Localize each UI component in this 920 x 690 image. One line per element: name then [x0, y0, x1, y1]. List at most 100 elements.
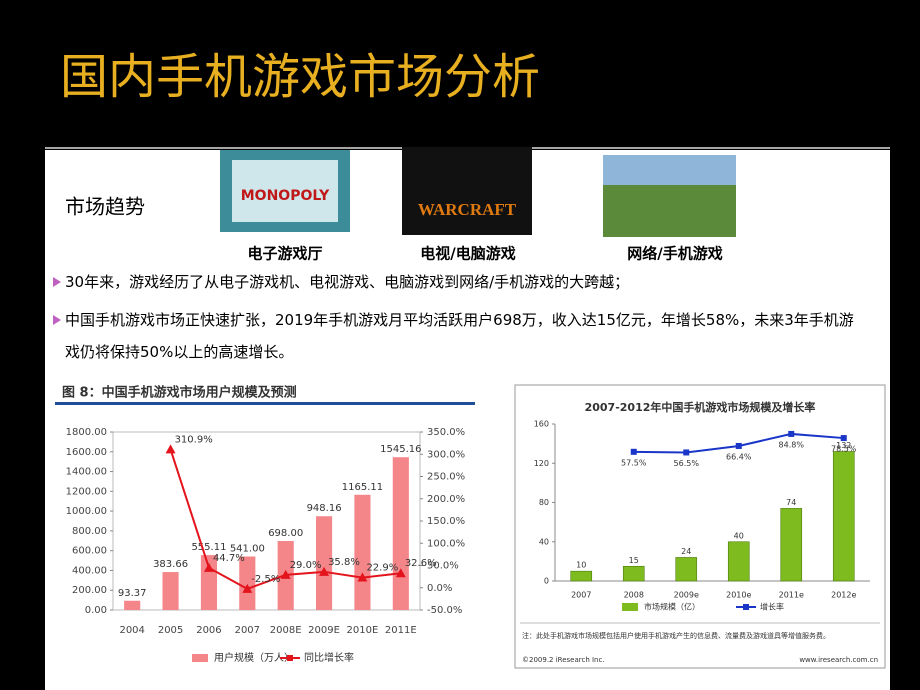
x-tick-label: 2008E: [270, 625, 302, 636]
line-marker: [242, 583, 253, 593]
y-tick-label: 1800.00: [66, 427, 107, 438]
y2-tick-label: -50.0%: [427, 605, 462, 616]
chart-website: www.iresearch.com.cn: [799, 656, 878, 664]
legend-label: 市场规模（亿）: [644, 602, 700, 612]
line-value-label: -2.5%: [251, 574, 280, 585]
chart-title-rule: [55, 402, 475, 405]
y-tick-label: 160: [534, 420, 549, 429]
x-tick-label: 2005: [158, 625, 183, 636]
chart-source: ©2009.2 iResearch Inc.: [522, 656, 605, 664]
x-tick-label: 2011E: [385, 625, 417, 636]
header-band: [0, 0, 920, 145]
bar-value-label: 132: [836, 441, 851, 450]
bar: [392, 457, 409, 610]
y-tick-label: 1600.00: [66, 447, 107, 458]
bar: [675, 557, 698, 582]
bar-value-label: 698.00: [268, 528, 303, 539]
x-tick-label: 2004: [119, 625, 144, 636]
bar: [727, 541, 750, 582]
x-tick-label: 2007: [571, 591, 591, 600]
y2-tick-label: 50.0%: [427, 561, 459, 572]
bullet: 30年来，游戏经历了从电子游戏机、电视游戏、电脑游戏到网络/手机游戏的大跨越；: [53, 266, 860, 298]
y2-tick-label: 0.0%: [427, 583, 452, 594]
image-logo: WARCRAFT: [418, 200, 517, 219]
bar: [316, 516, 333, 610]
line-marker: [395, 568, 406, 578]
y-tick-label: 200.00: [72, 585, 107, 596]
bar: [780, 508, 803, 582]
bullet-text: 30年来，游戏经历了从电子游戏机、电视游戏、电脑游戏到网络/手机游戏的大跨越；: [65, 273, 630, 291]
line-value-label: 29.0%: [290, 560, 322, 571]
y-tick-label: 0: [544, 577, 549, 586]
x-tick-label: 2009E: [308, 625, 340, 636]
bar-value-label: 15: [629, 556, 639, 565]
bar-value-label: 541.00: [230, 544, 265, 555]
image-caption: 电子游戏厅: [247, 245, 322, 263]
legend-swatch: [192, 654, 208, 662]
image-console: [402, 147, 532, 235]
bar: [354, 494, 371, 610]
bar: [124, 600, 141, 610]
section-label: 市场趋势: [65, 195, 145, 219]
chart-title: 2007-2012年中国手机游戏市场规模及增长率: [585, 400, 816, 414]
bar-value-label: 383.66: [153, 559, 188, 570]
line-value-label: 56.5%: [674, 459, 700, 468]
legend-swatch-marker: [743, 604, 749, 610]
legend-label: 用户规模（万人）: [214, 651, 294, 664]
bar: [622, 565, 645, 582]
x-tick-label: 2010E: [347, 625, 379, 636]
bar-value-label: 74: [786, 498, 796, 507]
line-marker: [683, 449, 690, 456]
bar-value-label: 24: [681, 547, 691, 556]
bar-value-label: 40: [734, 531, 744, 540]
line-marker: [280, 569, 291, 579]
line-marker: [788, 430, 795, 437]
bar: [239, 556, 256, 610]
bar-value-label: 1165.11: [342, 482, 383, 493]
bar: [570, 570, 593, 582]
bar: [162, 572, 179, 610]
line-value-label: 57.5%: [621, 458, 647, 467]
y-tick-label: 0.00: [85, 605, 107, 616]
y2-tick-label: 150.0%: [427, 516, 465, 527]
x-tick-label: 2008: [624, 591, 644, 600]
y-tick-label: 120: [534, 459, 549, 468]
image-arcade-screen: [232, 160, 338, 222]
y-tick-label: 1000.00: [66, 506, 107, 517]
y2-tick-label: 300.0%: [427, 449, 465, 460]
x-tick-label: 2012e: [831, 591, 856, 600]
y-tick-label: 400.00: [72, 565, 107, 576]
bar: [200, 555, 217, 610]
line-value-label: 35.8%: [328, 557, 360, 568]
image-online-sky: [603, 155, 736, 185]
line-marker: [840, 435, 847, 442]
image-caption: 电视/电脑游戏: [420, 245, 515, 263]
bullet-text: 中国手机游戏市场正快速扩张，2019年手机游戏月平均活跃用户698万，收入达15…: [65, 311, 854, 361]
image-logo: MONOPOLY: [241, 188, 330, 204]
legend-label: 增长率: [760, 602, 784, 612]
line-value-label: 32.6%: [405, 558, 437, 569]
x-tick-label: 2009e: [674, 591, 699, 600]
slide-title: 国内手机游戏市场分析: [60, 49, 540, 105]
y-tick-label: 800.00: [72, 526, 107, 537]
legend-swatch: [622, 603, 638, 611]
line-value-label: 66.4%: [726, 452, 752, 461]
bar-value-label: 10: [576, 561, 586, 570]
line-marker: [165, 444, 176, 454]
y2-tick-label: 250.0%: [427, 472, 465, 483]
line-marker: [357, 572, 368, 582]
line-value-label: 22.9%: [366, 563, 398, 574]
line-value-label: 78.5%: [831, 445, 857, 454]
x-tick-label: 2011e: [779, 591, 804, 600]
x-tick-label: 2006: [196, 625, 221, 636]
chart-note: 注：此处手机游戏市场规模包括用户使用手机游戏产生的信息费、流量费及游戏道具等增值…: [522, 631, 830, 640]
y-tick-label: 1200.00: [66, 486, 107, 497]
line-marker: [630, 448, 637, 455]
y-tick-label: 40: [539, 537, 549, 546]
y-tick-label: 1400.00: [66, 467, 107, 478]
x-tick-label: 2010e: [726, 591, 751, 600]
bar: [832, 451, 855, 582]
y-tick-label: 600.00: [72, 546, 107, 557]
